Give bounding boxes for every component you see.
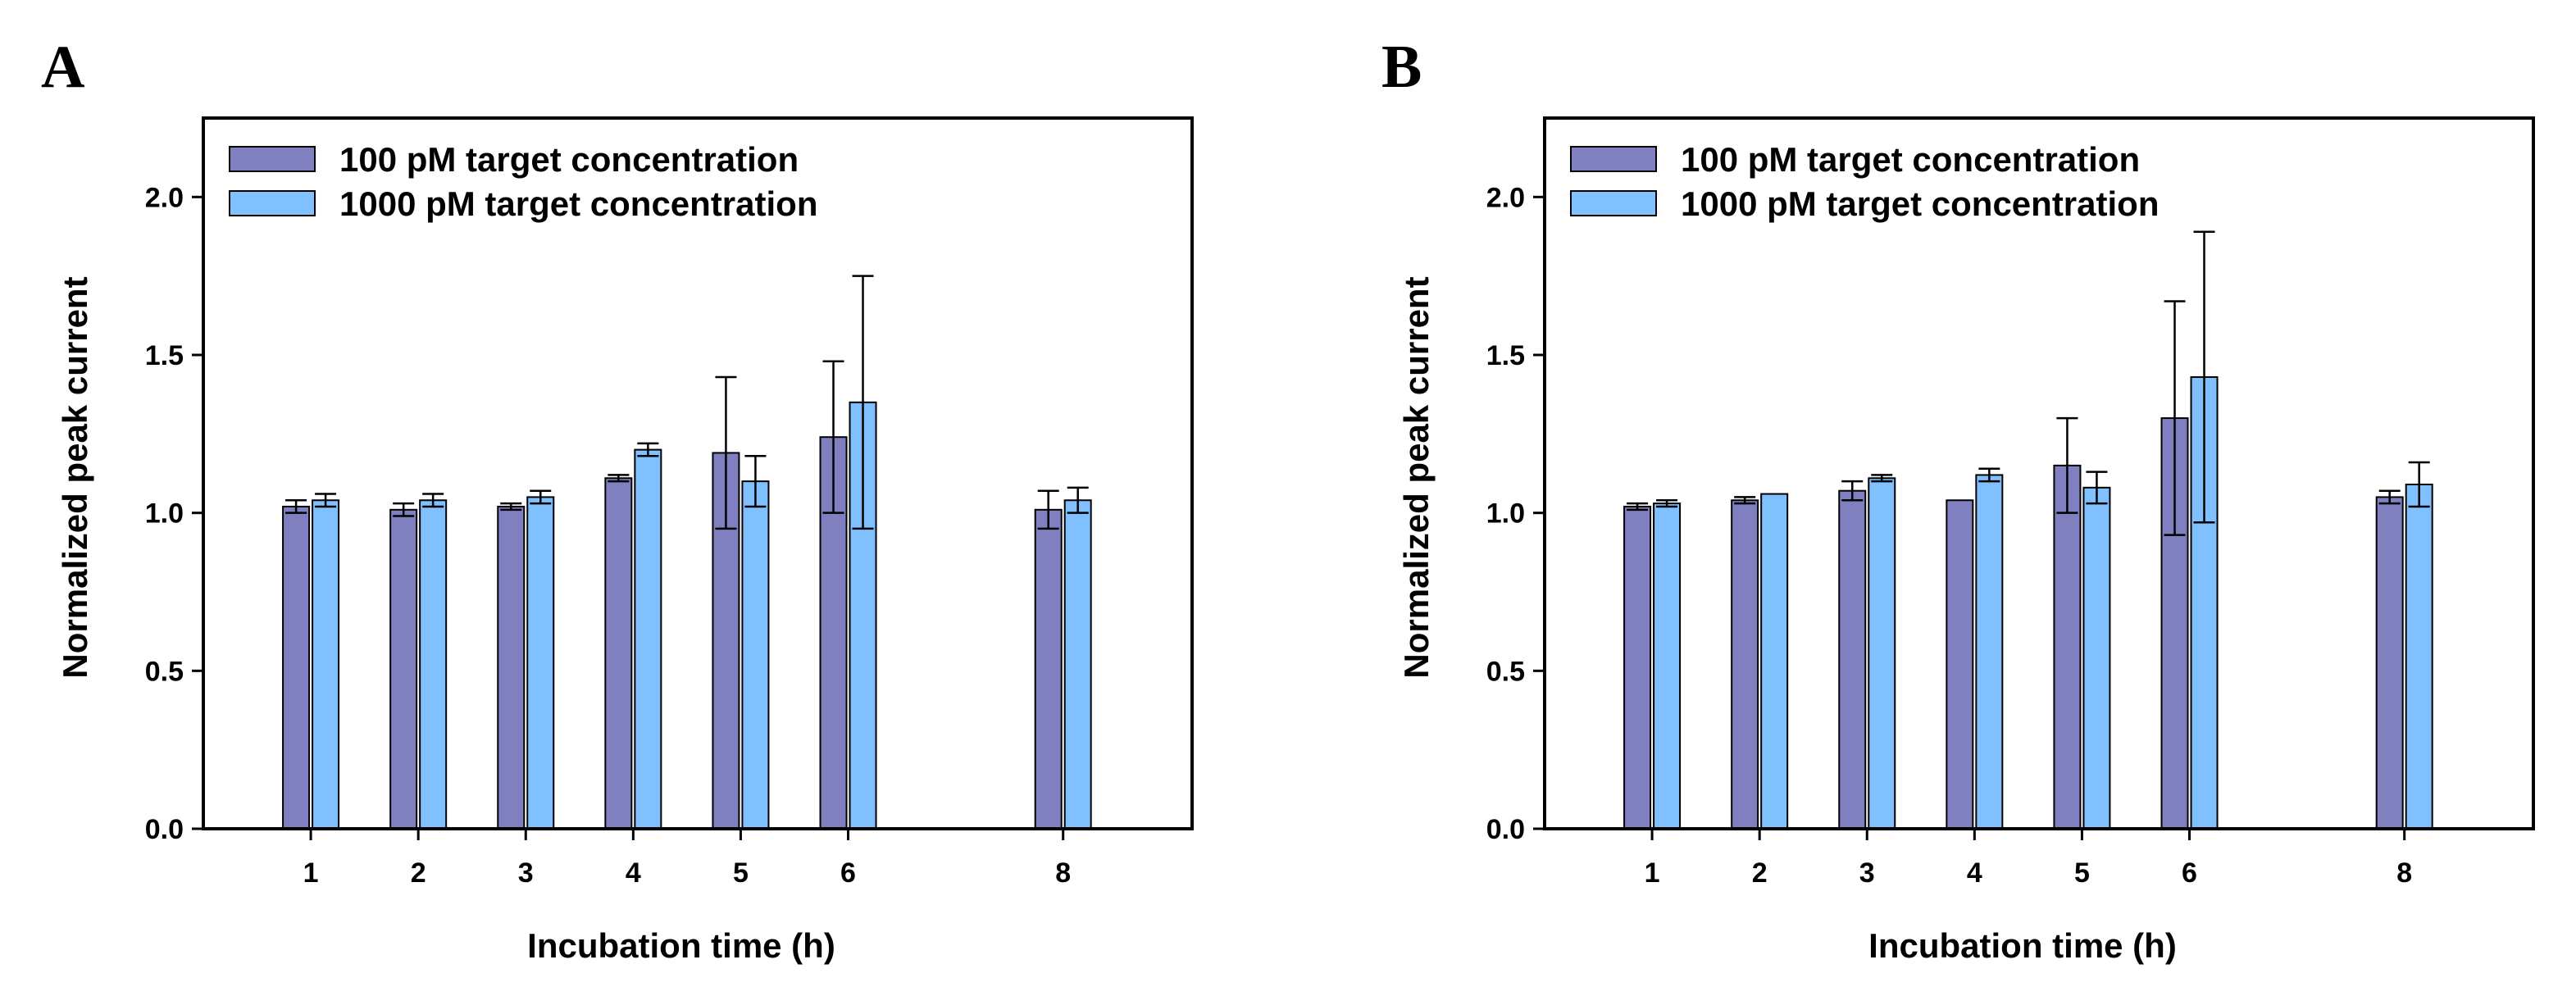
error-bar-series-1-x5 (2056, 416, 2078, 514)
bar-series-2-x4 (1975, 474, 2004, 830)
bar-series-1-x2 (389, 508, 418, 830)
x-tick-label: 8 (2396, 857, 2412, 889)
y-tick-label: 0.5 (1486, 656, 1525, 687)
legend-label-series-2: 1000 pM target concentration (1681, 184, 2159, 223)
x-tick-label: 3 (518, 857, 534, 889)
error-bar-series-2-x1 (315, 493, 337, 508)
bar-series-1-x8 (1034, 508, 1063, 830)
x-tick-label: 1 (1645, 857, 1660, 889)
x-tick-label: 4 (626, 857, 641, 889)
error-bar-series-1-x2 (393, 502, 415, 517)
x-tick-label: 5 (2074, 857, 2090, 889)
y-tick-label: 1.5 (145, 340, 184, 371)
legend: 100 pM target concentration 1000 pM targe… (1570, 140, 2159, 223)
error-bar-series-2-x6 (2193, 230, 2215, 524)
error-bar-series-1-x6 (2164, 300, 2186, 536)
panel-label-b: B (1381, 34, 1422, 101)
error-bar-series-1-x1 (285, 499, 307, 514)
panel-label-a: A (41, 34, 84, 101)
bar-series-2-x8 (2405, 483, 2433, 830)
legend-swatch-series-1 (1570, 146, 1657, 172)
error-bar-series-2-x1 (1656, 499, 1678, 508)
error-bar-series-2-x8 (2408, 461, 2430, 508)
legend-swatch-series-2 (229, 190, 316, 216)
bar-series-1-x1 (1623, 505, 1652, 830)
bar-series-2-x1 (312, 499, 340, 830)
error-bar-series-2-x5 (744, 455, 767, 508)
error-bar-series-2-x8 (1067, 486, 1089, 514)
error-bar-series-2-x4 (1978, 467, 2000, 483)
y-tick-label: 2.0 (1486, 182, 1525, 213)
error-bar-series-2-x2 (422, 493, 444, 508)
x-tick-label: 6 (2182, 857, 2197, 889)
bar-series-2-x5 (2082, 486, 2111, 830)
legend-swatch-series-1 (229, 146, 316, 172)
error-bar-series-1-x6 (822, 360, 844, 514)
bar-series-2-x6 (849, 401, 877, 830)
bar-series-2-x1 (1653, 503, 1682, 830)
error-bar-series-2-x4 (637, 442, 659, 457)
error-bar-series-2-x3 (530, 489, 552, 505)
error-bar-series-1-x8 (2378, 489, 2401, 505)
y-tick-label: 0.0 (145, 814, 184, 845)
bar-series-2-x5 (741, 480, 770, 830)
error-bar-series-1-x2 (1734, 496, 1756, 505)
y-tick-label: 1.0 (1486, 498, 1525, 530)
x-tick-label: 5 (733, 857, 749, 889)
bar-series-1-x2 (1731, 499, 1759, 830)
bar-series-1-x4 (604, 477, 633, 830)
bar-series-1-x8 (2375, 496, 2404, 830)
error-bar-series-1-x4 (608, 474, 630, 483)
x-axis-title: Incubation time (h) (527, 926, 835, 965)
x-tick-label: 6 (840, 857, 856, 889)
y-tick-label: 0.5 (145, 656, 184, 687)
bar-series-1-x3 (1838, 489, 1867, 830)
legend: 100 pM target concentration 1000 pM targe… (229, 140, 817, 223)
bar-series-1-x1 (282, 505, 311, 830)
bar-series-2-x3 (526, 496, 555, 830)
bar-series-2-x2 (419, 499, 448, 830)
chart-panel-b: B 0.0 0.5 1.0 1.5 2.0 1 2 3 4 5 6 8 100 pM target co… (1381, 34, 2535, 965)
y-tick-label: 1.0 (145, 498, 184, 530)
chart-panel-a: A 0.0 0.5 1.0 1.5 2.0 1 2 3 4 5 6 8 100 pM target co… (41, 34, 1194, 965)
bar-series-2-x2 (1760, 493, 1789, 830)
error-bar-series-1-x3 (1841, 480, 1864, 502)
bar-series-2-x4 (634, 448, 662, 830)
x-tick-label: 1 (303, 857, 319, 889)
y-axis-title: Normalized peak current (1397, 276, 1436, 678)
error-bar-series-1-x3 (500, 502, 522, 512)
y-tick-label: 1.5 (1486, 340, 1525, 371)
error-bar-series-1-x8 (1037, 489, 1059, 530)
y-axis-title: Normalized peak current (56, 276, 94, 678)
legend-label-series-1: 100 pM target concentration (1681, 140, 2140, 179)
y-tick-label: 2.0 (145, 182, 184, 213)
x-axis-title: Incubation time (h) (1868, 926, 2177, 965)
bar-series-1-x3 (497, 505, 526, 830)
error-bar-series-1-x5 (715, 375, 737, 530)
error-bar-series-1-x1 (1627, 502, 1649, 512)
plot-frame (202, 116, 1194, 830)
x-tick-label: 2 (1752, 857, 1768, 889)
error-bar-series-2-x6 (852, 275, 874, 530)
chart-a-plot: 0.0 0.5 1.0 1.5 2.0 1 2 3 4 5 6 8 100 pM target conc… (56, 116, 1194, 965)
y-tick-label: 0.0 (1486, 814, 1525, 845)
legend-swatch-series-2 (1570, 190, 1657, 216)
x-tick-label: 4 (1967, 857, 1982, 889)
plot-frame (1543, 116, 2535, 830)
bar-series-2-x3 (1868, 477, 1896, 830)
legend-label-series-1: 100 pM target concentration (339, 140, 799, 179)
x-tick-label: 8 (1055, 857, 1071, 889)
bar-series-1-x5 (2053, 464, 2082, 830)
x-tick-label: 2 (411, 857, 426, 889)
bar-series-2-x8 (1063, 499, 1092, 830)
chart-b-plot: 0.0 0.5 1.0 1.5 2.0 1 2 3 4 5 6 8 100 pM target conc… (1397, 116, 2535, 965)
error-bar-series-2-x5 (2086, 471, 2108, 505)
x-tick-label: 3 (1859, 857, 1875, 889)
error-bar-series-2-x3 (1871, 474, 1893, 483)
legend-label-series-2: 1000 pM target concentration (339, 184, 817, 223)
bar-series-1-x4 (1946, 499, 1974, 830)
